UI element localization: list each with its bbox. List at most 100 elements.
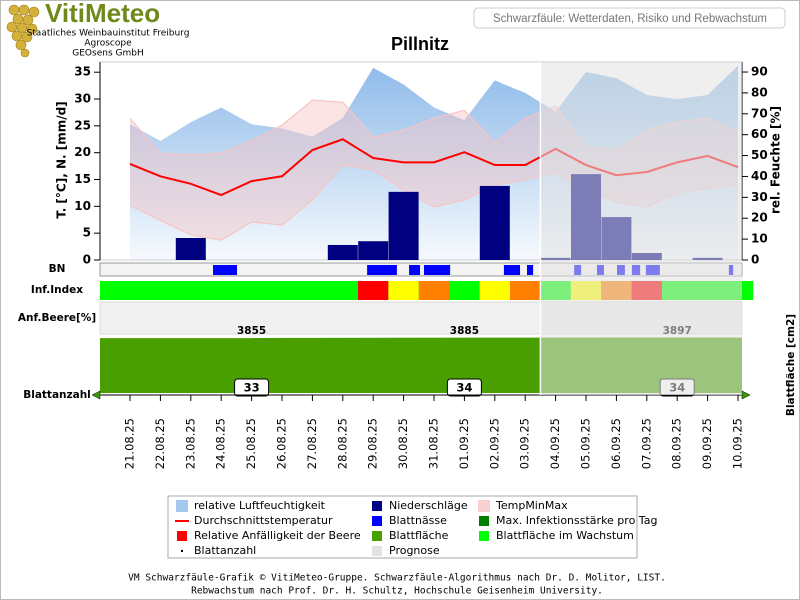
y-tick-label: 25 (74, 118, 91, 132)
footer: Rebwachstum nach Prof. Dr. H. Schultz, H… (191, 586, 603, 597)
logo-text: VitiMeteo (45, 0, 160, 28)
leaf-wetness (409, 265, 421, 275)
leaf-wetness (367, 265, 397, 275)
inf-cell (266, 281, 298, 300)
x-tick-label: 21.08.25 (123, 418, 137, 469)
subtitle-box (473, 7, 786, 29)
leaf-area-label: 3855 (237, 325, 266, 337)
precip-bar (479, 185, 510, 260)
legend-swatch (372, 501, 382, 511)
x-tick-label: 04.09.25 (548, 418, 562, 469)
y2-axis-label: rel. Feuchte [%] (769, 106, 783, 214)
legend-swatch (372, 516, 382, 526)
y2-tick-label: 10 (751, 232, 768, 246)
legend-swatch (372, 531, 382, 541)
legend-swatch (372, 546, 382, 556)
x-tick-label: 24.08.25 (214, 418, 228, 469)
x-tick-label: 01.09.25 (457, 418, 471, 469)
y2-tick-label: 60 (751, 127, 768, 141)
legend-swatch (176, 500, 188, 512)
inf-cell (358, 281, 389, 300)
precip-bar (358, 241, 389, 260)
legend-label: Blattfläche (389, 529, 449, 542)
x-tick-label: 28.08.25 (335, 418, 349, 469)
x-tick-label: 23.08.25 (183, 418, 197, 469)
x-tick-label: 31.08.25 (427, 418, 441, 469)
row-label: Blattanzahl (23, 389, 91, 401)
inf-cell (206, 281, 237, 300)
y-tick-label: 0 (83, 253, 91, 267)
legend-swatch (479, 531, 489, 541)
x-tick-label: 06.09.25 (609, 418, 623, 469)
inf-cell (236, 281, 267, 300)
inf-cell (479, 281, 510, 300)
x-tick-label: 30.08.25 (396, 418, 410, 469)
legend-label: Prognose (389, 544, 440, 557)
legend-label: Durchschnittstemperatur (194, 514, 333, 527)
legend-swatch (181, 550, 183, 552)
legend-label: Max. Infektionsstärke pro Tag (496, 514, 657, 527)
y2-tick-label: 90 (751, 65, 768, 79)
y-tick-label: 5 (83, 226, 91, 240)
x-tick-label: 07.09.25 (639, 418, 653, 469)
y2-tick-label: 0 (751, 253, 759, 267)
leaf-area-label: 3885 (450, 325, 479, 337)
x-tick-label: 03.09.25 (518, 418, 532, 469)
precip-bar (327, 244, 358, 260)
y2-tick-label: 40 (751, 169, 768, 183)
x-tick-label: 08.09.25 (670, 418, 684, 469)
leaf-wetness (423, 265, 451, 275)
x-tick-label: 29.08.25 (366, 418, 380, 469)
leaf-wetness (212, 265, 238, 275)
x-tick-label: 05.09.25 (579, 418, 593, 469)
legend-label: Blattfläche im Wachstum (496, 529, 634, 542)
y-axis-label: T. [°C], N. [mm/d] (55, 101, 69, 218)
legend-label: Niederschläge (389, 499, 468, 512)
legend-swatch (479, 516, 489, 526)
x-tick-label: 22.08.25 (153, 418, 167, 469)
leaf-count: 34 (456, 381, 472, 395)
chart-title: Pillnitz (391, 34, 449, 54)
leaf-wetness (503, 265, 521, 275)
y-tick-label: 15 (74, 172, 91, 186)
y-tick-label: 20 (74, 145, 91, 159)
legend-box (167, 495, 638, 559)
x-tick-label: 26.08.25 (275, 418, 289, 469)
legend-label: Blattanzahl (194, 544, 256, 557)
inf-cell (510, 281, 541, 300)
y-tick-label: 10 (74, 199, 91, 213)
inf-cell (388, 281, 419, 300)
x-tick-label: 09.09.25 (700, 418, 714, 469)
leaf-count: 33 (244, 381, 260, 395)
y-tick-label: 35 (74, 65, 91, 79)
org: Agroscope (84, 39, 132, 49)
y2-tick-label: 50 (751, 148, 768, 162)
inf-cell (145, 281, 176, 300)
footer: VM Schwarzfäule-Grafik © VitiMeteo-Grupp… (128, 573, 666, 584)
temp-band (130, 100, 738, 241)
org: GEOsens GmbH (72, 49, 143, 59)
row-label: Inf.Index (31, 284, 83, 296)
inf-cell (418, 281, 450, 300)
row-label: Anf.Beere[%] (18, 312, 96, 324)
inf-cell (449, 281, 480, 300)
leaf-wetness (527, 265, 534, 275)
precip-bar (388, 191, 419, 260)
logo-grapes (6, 4, 40, 58)
legend-label: TempMinMax (495, 499, 568, 512)
inf-cell (327, 281, 358, 300)
x-tick-label: 02.09.25 (487, 418, 501, 469)
legend-label: Blattnässe (389, 514, 447, 527)
forecast-overlay (540, 62, 742, 395)
y2-tick-label: 30 (751, 190, 768, 204)
y2-tick-label: 70 (751, 106, 768, 120)
x-tick-label: 27.08.25 (305, 418, 319, 469)
y2-tick-label: 80 (751, 85, 768, 99)
precip-bar (175, 238, 206, 260)
row-label: BN (49, 263, 66, 275)
legend-swatch (478, 500, 490, 512)
legend-label: Relative Anfälligkeit der Beere (194, 529, 361, 542)
inf-cell (297, 281, 328, 300)
legend-label: relative Luftfeuchtigkeit (194, 499, 326, 512)
